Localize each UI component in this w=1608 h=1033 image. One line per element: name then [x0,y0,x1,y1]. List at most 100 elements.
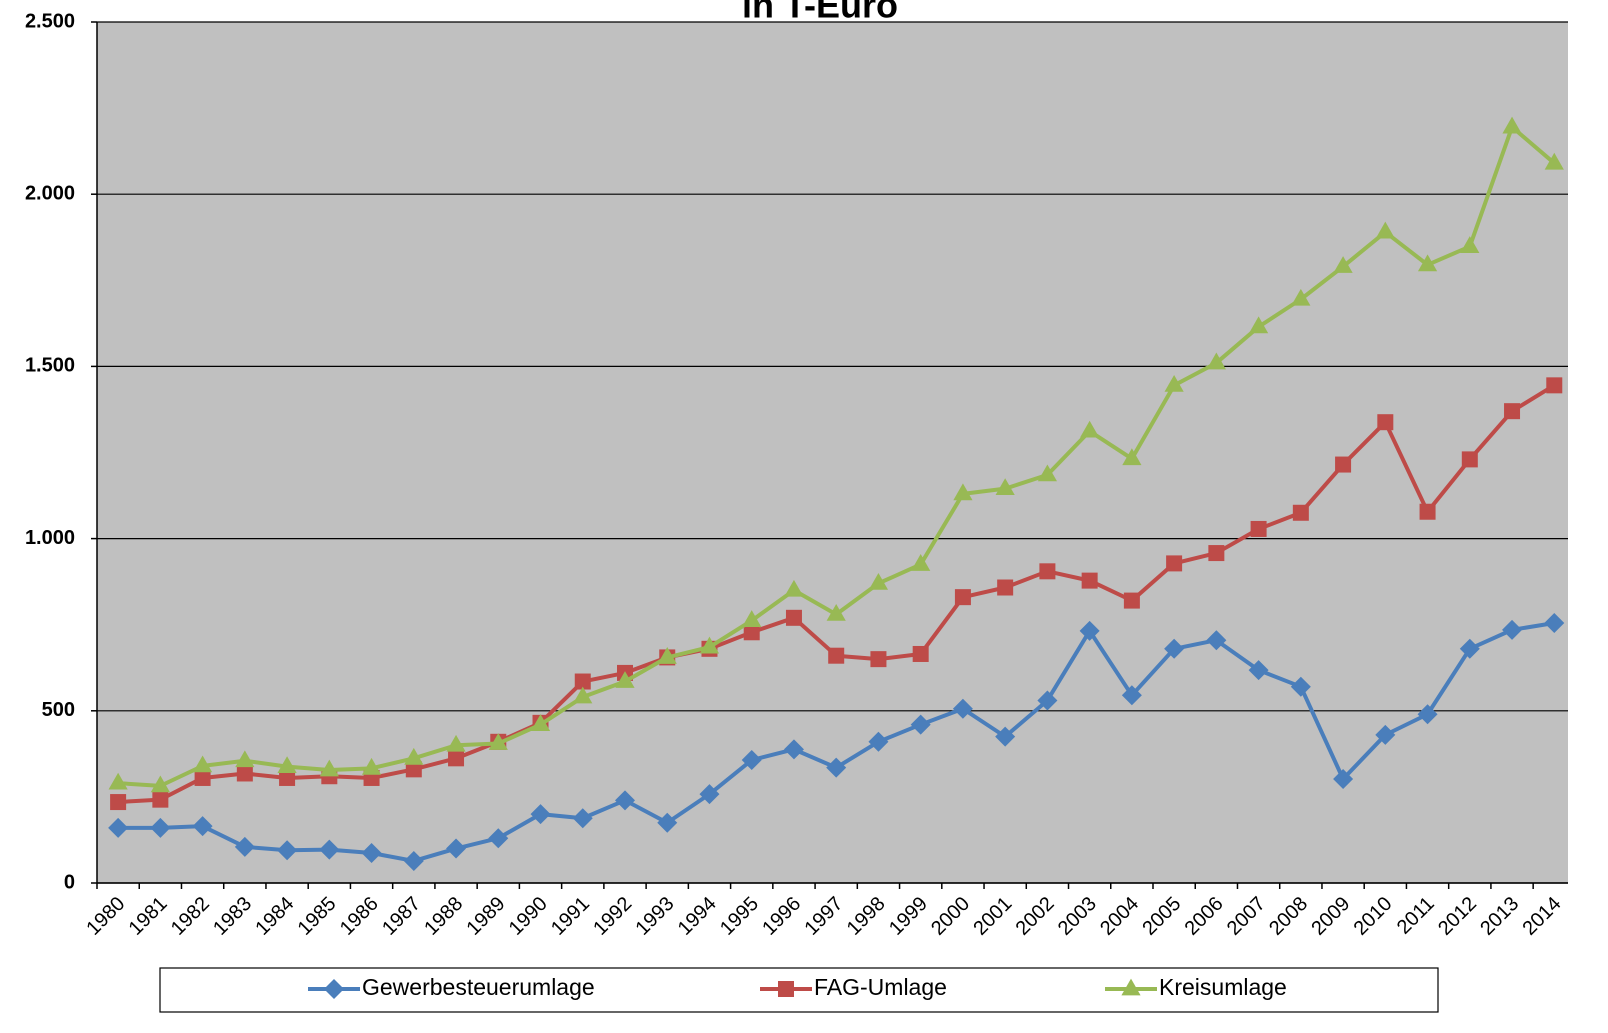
x-tick-label: 1982 [167,893,214,940]
marker [446,734,466,752]
marker [192,816,213,837]
marker [1290,676,1311,697]
marker [657,647,677,664]
marker [997,579,1014,596]
marker [1375,724,1396,745]
x-tick-label: 1993 [631,893,678,940]
marker [194,769,211,786]
x-tick-label: 2003 [1054,893,1101,940]
x-tick-label: 1986 [336,893,383,940]
x-tick-label: 2001 [969,893,1016,940]
marker [995,478,1015,496]
x-tick-label: 1991 [547,893,594,940]
marker [1419,503,1436,520]
marker [324,979,344,999]
marker [1121,685,1142,706]
x-tick-label: 2014 [1519,893,1566,940]
x-tick-label: 2012 [1434,893,1481,940]
marker [1080,420,1100,438]
marker [1250,520,1267,537]
marker [785,609,802,626]
marker [1206,630,1227,651]
x-tick-label: 2007 [1223,893,1270,940]
marker [403,850,424,871]
marker [826,603,846,621]
x-tick-label: 1987 [378,893,425,940]
marker [279,769,296,786]
marker [488,828,509,849]
legend-label: FAG-Umlage [814,974,947,1000]
x-tick-label: 1989 [463,893,510,940]
marker [1291,288,1311,306]
marker [405,761,422,778]
x-tick-label: 1998 [843,893,890,940]
marker [361,843,382,864]
x-tick-label: 2008 [1265,893,1312,940]
marker [1460,236,1480,253]
marker [1037,464,1057,482]
marker [1417,704,1438,725]
marker [741,750,762,771]
marker [868,572,889,590]
legend-label: Kreisumlage [1159,974,1287,1000]
x-tick-label: 1997 [800,893,847,940]
marker [1292,504,1309,521]
y-tick-label: 500 [42,699,75,721]
x-tick-label: 1980 [82,893,129,940]
marker [1037,690,1058,711]
marker [1461,451,1478,468]
marker [530,714,551,731]
x-tick-label: 2004 [1096,893,1143,940]
marker [1544,152,1564,170]
marker [615,790,635,811]
y-tick-label: 0 [64,871,75,893]
marker [404,747,424,765]
marker [1122,448,1142,466]
y-tick-label: 2.500 [25,10,75,32]
marker [699,636,720,654]
marker [1123,592,1140,609]
x-tick-label: 1988 [420,893,467,940]
x-tick-label: 2013 [1476,893,1523,940]
marker [826,757,847,778]
marker [778,981,794,997]
marker [870,651,887,668]
marker [1544,612,1565,633]
x-tick-label: 2000 [927,893,974,940]
marker [108,817,129,838]
marker [1206,352,1226,370]
x-tick-label: 2011 [1393,893,1439,939]
x-tick-label: 1995 [716,893,763,940]
marker [1377,414,1394,431]
marker [1164,638,1185,659]
marker [910,714,931,735]
x-tick-label: 2009 [1307,893,1354,940]
marker [361,757,382,775]
marker [911,554,931,571]
marker [1121,978,1141,996]
marker [657,812,678,833]
marker [234,836,255,857]
x-tick-label: 1984 [251,893,298,940]
marker [828,647,845,664]
marker [1375,221,1395,239]
marker [995,726,1016,747]
marker [952,698,973,719]
x-tick-label: 2002 [1012,893,1059,940]
marker [572,808,593,829]
x-tick-label: 1983 [209,893,256,940]
marker [1249,316,1269,334]
marker [319,839,340,860]
marker [1081,572,1098,589]
x-tick-label: 1985 [294,893,341,940]
x-tick-label: 1992 [589,893,636,940]
marker [1039,563,1056,580]
marker [448,750,465,767]
marker [953,483,973,501]
marker [108,772,128,790]
marker [783,739,804,760]
x-tick-label: 1990 [505,893,552,940]
marker [150,817,171,838]
